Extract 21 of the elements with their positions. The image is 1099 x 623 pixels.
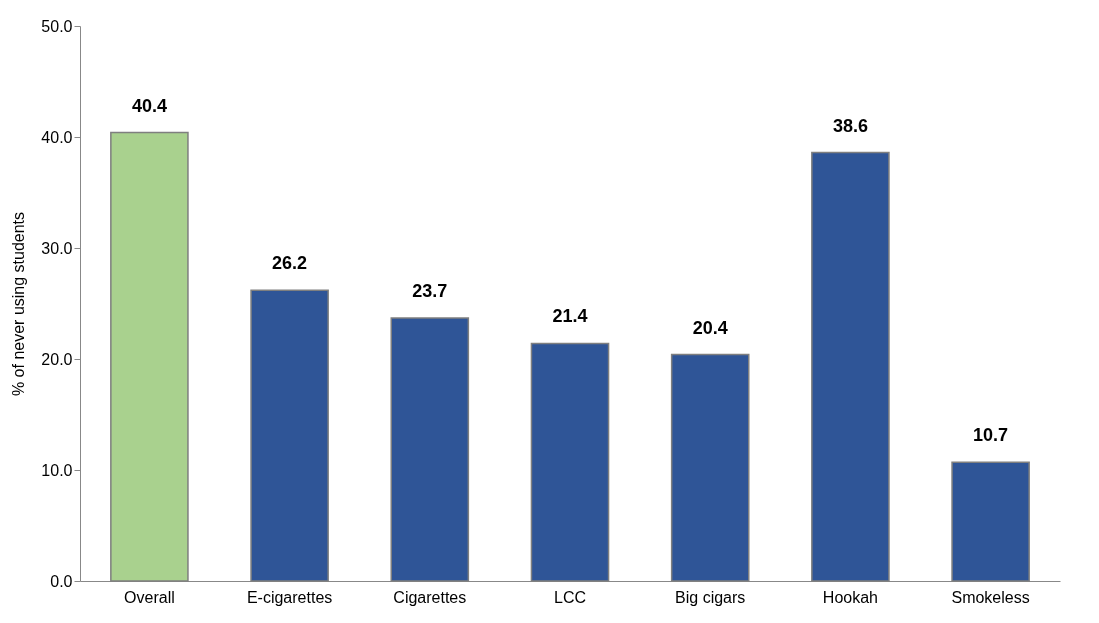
- y-tick-label: 0.0: [50, 572, 73, 590]
- x-tick-label: E-cigarettes: [246, 588, 333, 606]
- data-label: 23.7: [412, 280, 448, 301]
- x-tick-label: Cigarettes: [393, 588, 467, 606]
- y-axis-title: % of never using students: [10, 211, 28, 397]
- data-label: 40.4: [131, 95, 167, 116]
- y-tick-label: 50.0: [41, 17, 73, 35]
- x-tick-label: Hookah: [822, 588, 878, 606]
- x-tick-label: LCC: [553, 588, 587, 606]
- y-tick-label: 20.0: [41, 350, 73, 368]
- x-tick-label: Overall: [124, 588, 175, 606]
- x-tick-label: Smokeless: [951, 588, 1030, 606]
- data-label: 26.2: [272, 253, 308, 274]
- y-tick-label: 40.0: [41, 128, 73, 146]
- data-label: 10.7: [973, 425, 1009, 446]
- y-tick-label: 10.0: [41, 461, 73, 479]
- data-label: 38.6: [832, 115, 868, 136]
- y-tick-label: 30.0: [41, 239, 73, 257]
- x-tick-label: Big cigars: [675, 588, 746, 606]
- data-label: 21.4: [552, 306, 588, 327]
- data-label: 20.4: [692, 317, 728, 338]
